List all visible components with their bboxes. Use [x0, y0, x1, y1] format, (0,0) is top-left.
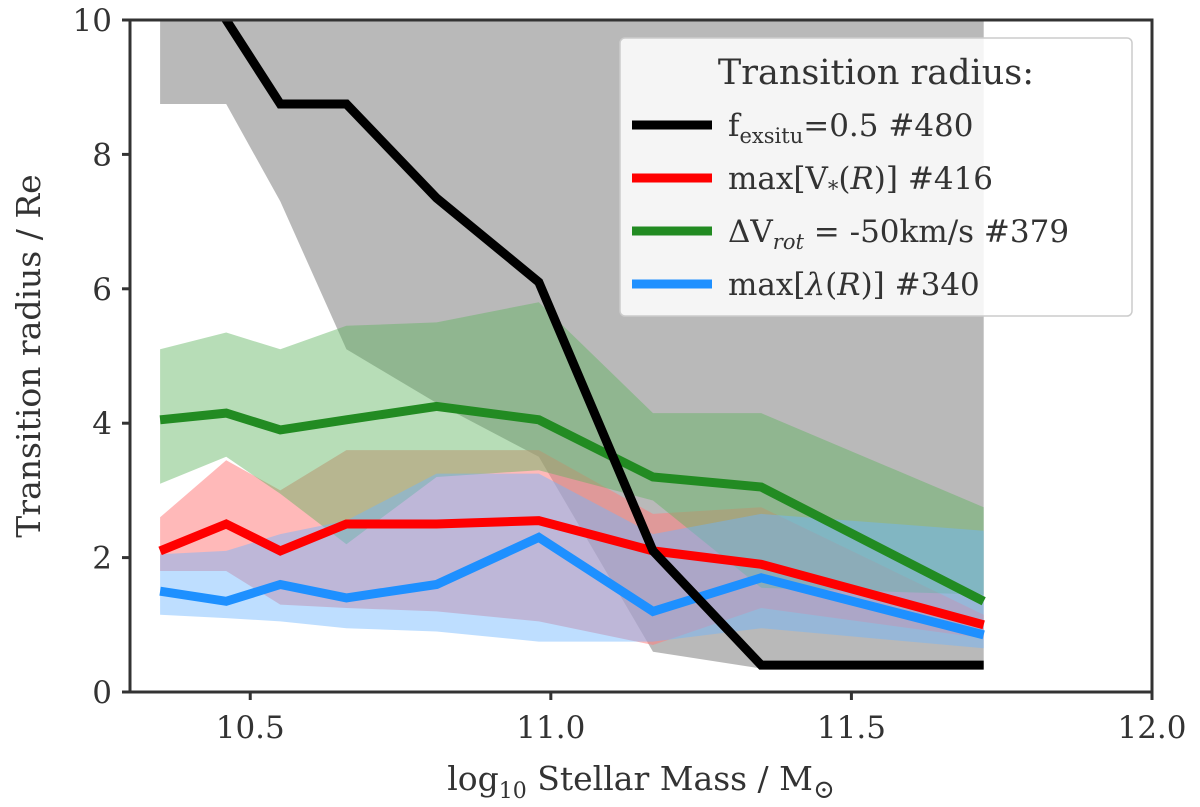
x-tick-label: 10.5	[216, 710, 285, 746]
legend-label-part: f	[728, 108, 742, 144]
y-tick-label: 2	[92, 541, 112, 577]
legend-label-part: )] #340	[861, 267, 980, 303]
x-title-solar: ⊙	[813, 775, 835, 805]
red-legend-label: max[V*(R)] #416	[728, 161, 993, 201]
legend-label-part: =0.5 #480	[803, 108, 973, 144]
black-legend-label: fexsitu=0.5 #480	[728, 108, 974, 148]
blue-legend-label: max[λ(R)] #340	[728, 267, 980, 303]
green-legend-label: ΔVrot = -50km/s #379	[728, 214, 1069, 254]
x-axis: 10.5 11.0 11.5 12.0	[216, 692, 1187, 746]
x-tick-label: 11.5	[817, 710, 886, 746]
legend-label-part: rot	[773, 230, 805, 254]
y-tick-label: 0	[92, 675, 112, 711]
legend-title: Transition radius:	[718, 53, 1034, 93]
x-tick-label: 12.0	[1117, 710, 1186, 746]
x-axis-title: log10 Stellar Mass / M⊙	[447, 759, 835, 805]
green-series-line	[159, 401, 986, 606]
legend-label-part: ΔV	[728, 214, 773, 250]
black-series-line	[221, 20, 984, 670]
series-lines	[158, 20, 986, 670]
legend: Transition radius: fexsitu=0.5 #480 max[V…	[619, 37, 1133, 317]
y-tick-label: 6	[92, 272, 112, 308]
legend-label-part: )] #416	[874, 161, 993, 197]
x-tick-label: 11.0	[516, 710, 585, 746]
legend-label-part: R	[836, 267, 860, 303]
y-tick-label: 8	[92, 137, 112, 173]
legend-label-part: (	[838, 161, 850, 197]
legend-label-part: max[	[728, 267, 805, 303]
legend-label-part: (	[825, 267, 837, 303]
legend-label-part: exsitu	[739, 124, 803, 148]
red-series-line	[158, 516, 985, 630]
legend-label-part: R	[849, 161, 873, 197]
legend-label-part: = -50km/s #379	[804, 214, 1069, 250]
plot-frame	[128, 18, 1154, 694]
x-title-sub: 10	[499, 779, 527, 804]
x-title-log: log	[447, 759, 499, 798]
blue-series-line	[159, 532, 985, 640]
legend-label-part: max[V	[728, 161, 828, 197]
y-tick-label: 4	[92, 406, 112, 442]
legend-label-part: *	[828, 177, 839, 201]
y-axis-title: Transition radius / Re	[9, 174, 48, 537]
y-tick-label: 10	[73, 3, 112, 39]
legend-label-part: λ	[803, 267, 825, 303]
x-title-text: Stellar Mass / M	[527, 759, 813, 798]
legend-box	[619, 37, 1133, 317]
y-axis: 0 2 4 6 8 10	[73, 3, 130, 711]
